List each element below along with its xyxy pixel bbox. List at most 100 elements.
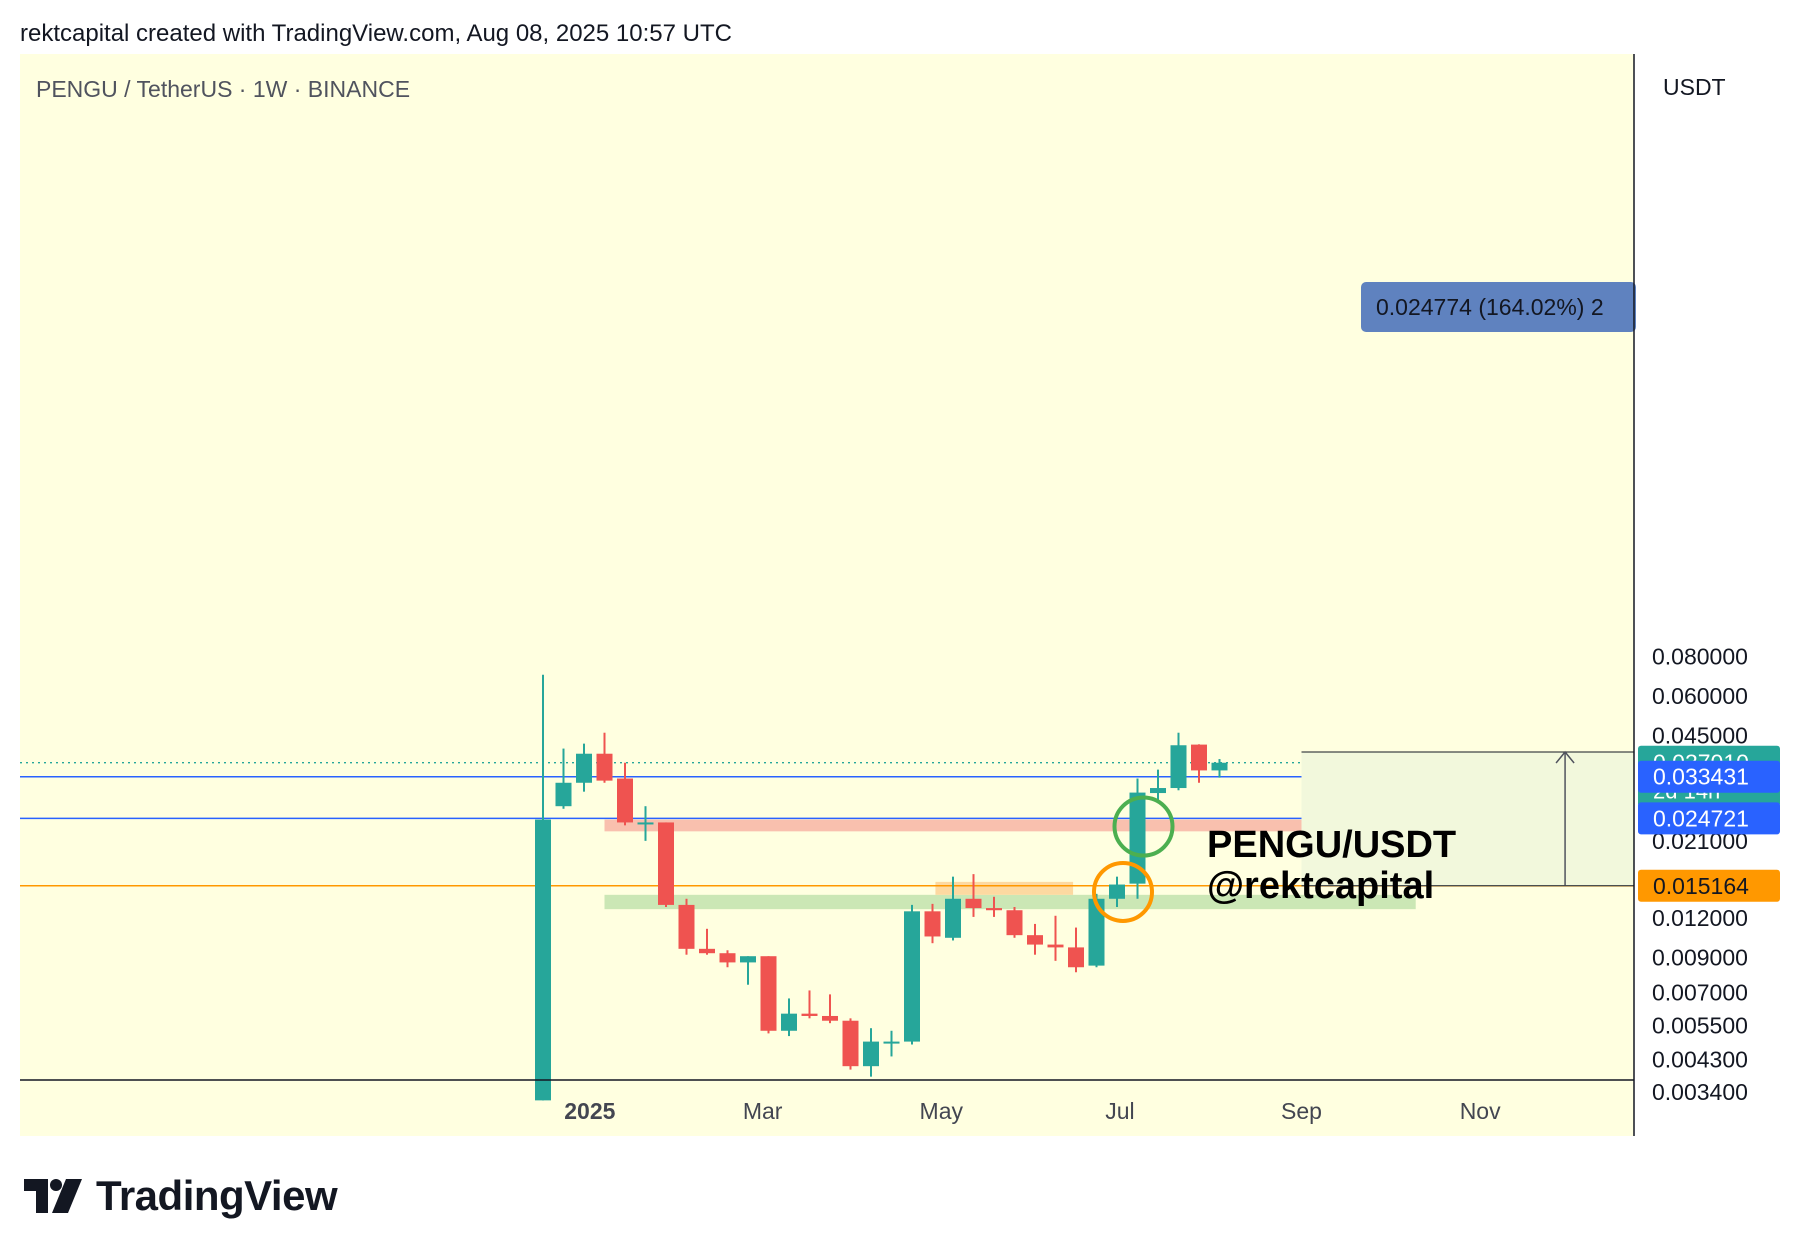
green-circle	[1112, 795, 1175, 858]
price-tick-label: 0.060000	[1652, 683, 1748, 709]
orange-line-badge	[1638, 869, 1780, 902]
chart-title: PENGU / TetherUS · 1W · BINANCE	[36, 76, 410, 102]
candle	[1047, 915, 1064, 961]
currency-label: USDT	[1663, 74, 1726, 100]
price-tick-label: 0.012000	[1652, 905, 1748, 931]
price-tick-label: 0.005500	[1652, 1013, 1748, 1039]
candle-body	[1068, 947, 1084, 968]
candle-body	[781, 1013, 797, 1031]
candle	[986, 896, 1002, 917]
candle-body	[863, 1041, 879, 1067]
candle-body	[965, 898, 982, 909]
candle	[637, 806, 654, 841]
candle-body	[842, 1020, 859, 1067]
watermark-line-1: PENGU/USDT	[1207, 824, 1456, 866]
blue-line-lower-value: 0.024721	[1653, 805, 1749, 831]
resistance-zone	[604, 819, 1352, 832]
candle	[1211, 759, 1228, 778]
blue-line-upper-value: 0.033431	[1653, 764, 1749, 790]
measure-arrow-head	[1555, 750, 1575, 764]
price-tick-label: 0.007000	[1652, 979, 1748, 1005]
tradingview-logo[interactable]: TradingView	[24, 1172, 338, 1220]
projection-box	[1301, 751, 1634, 886]
candle	[678, 898, 695, 955]
orange-line-value: 0.015164	[1653, 873, 1749, 899]
candle-body	[986, 908, 1002, 911]
candle	[801, 990, 818, 1019]
candle	[555, 748, 572, 809]
candle	[617, 762, 633, 826]
time-tick-label: Sep	[1281, 1098, 1322, 1124]
time-tick-label: Jul	[1105, 1098, 1134, 1124]
time-tick-label: Nov	[1460, 1098, 1501, 1124]
candles-layer	[535, 674, 1228, 1101]
candle	[760, 956, 777, 1034]
candle-body	[617, 778, 633, 823]
candle	[863, 1028, 879, 1077]
candle	[1109, 876, 1125, 908]
price-axis: 0.0800000.0600000.0450000.0270000.021000…	[1652, 643, 1748, 1105]
candle	[1006, 907, 1023, 938]
candle-body	[1047, 944, 1064, 948]
candle-body	[1129, 792, 1146, 884]
candle	[535, 674, 551, 1101]
candle-body	[1109, 884, 1125, 899]
price-tick-label: 0.080000	[1652, 643, 1748, 669]
candle	[596, 732, 613, 783]
candle-body	[1027, 935, 1043, 945]
candle-body	[740, 956, 756, 963]
measure-label: 0.024774 (164.02%) 2	[1376, 294, 1604, 320]
candle	[1027, 923, 1043, 955]
candle	[924, 903, 941, 944]
candle-body	[555, 782, 572, 807]
measure-layer: 0.024774 (164.02%) 2	[1301, 282, 1636, 887]
price-tick-label: 0.009000	[1652, 945, 1748, 971]
candle	[842, 1018, 859, 1070]
candle	[1150, 769, 1166, 803]
candle	[883, 1030, 900, 1057]
candle	[945, 876, 961, 941]
candle-body	[596, 753, 613, 781]
time-tick-label: May	[920, 1098, 964, 1124]
candle-body	[1170, 745, 1187, 789]
candle	[1068, 927, 1084, 973]
tradingview-brand: TradingView	[96, 1172, 338, 1219]
candle-body	[699, 948, 715, 954]
watermark-line-2: @rektcapital	[1207, 865, 1434, 907]
candle-body	[1150, 788, 1166, 794]
candle	[576, 743, 592, 792]
candle-body	[678, 904, 695, 949]
candle	[781, 998, 797, 1037]
candle	[740, 956, 756, 985]
candle-body	[576, 753, 592, 783]
currency-button[interactable]	[1645, 62, 1795, 112]
price-tick-label: 0.003400	[1652, 1079, 1748, 1105]
candle-body	[945, 898, 961, 938]
price-tick-label: 0.045000	[1652, 723, 1748, 749]
candle-body	[801, 1013, 818, 1016]
candle-body	[1088, 898, 1105, 966]
plot-background	[20, 54, 1634, 1136]
candle-body	[904, 911, 920, 1042]
support-zone	[604, 894, 1416, 910]
small-zone	[935, 881, 1074, 895]
blue-line-upper-badge	[1638, 760, 1780, 793]
candle-body	[924, 911, 941, 937]
candle	[1170, 732, 1187, 791]
candle-body	[658, 822, 674, 905]
candle	[1191, 744, 1207, 783]
candle	[658, 822, 674, 908]
candle	[904, 904, 920, 1045]
candle	[822, 994, 838, 1024]
candle	[965, 874, 982, 917]
time-tick-label: Mar	[743, 1098, 783, 1124]
candle-body	[535, 819, 551, 1101]
candle-body	[1191, 744, 1207, 771]
time-axis: 2025 Mar May Jul Sep Nov	[564, 1098, 1501, 1124]
circles-layer	[1092, 795, 1175, 923]
candle-body	[883, 1041, 900, 1044]
measure-label-box	[1361, 282, 1636, 332]
price-tick-label: 0.004300	[1652, 1047, 1748, 1073]
